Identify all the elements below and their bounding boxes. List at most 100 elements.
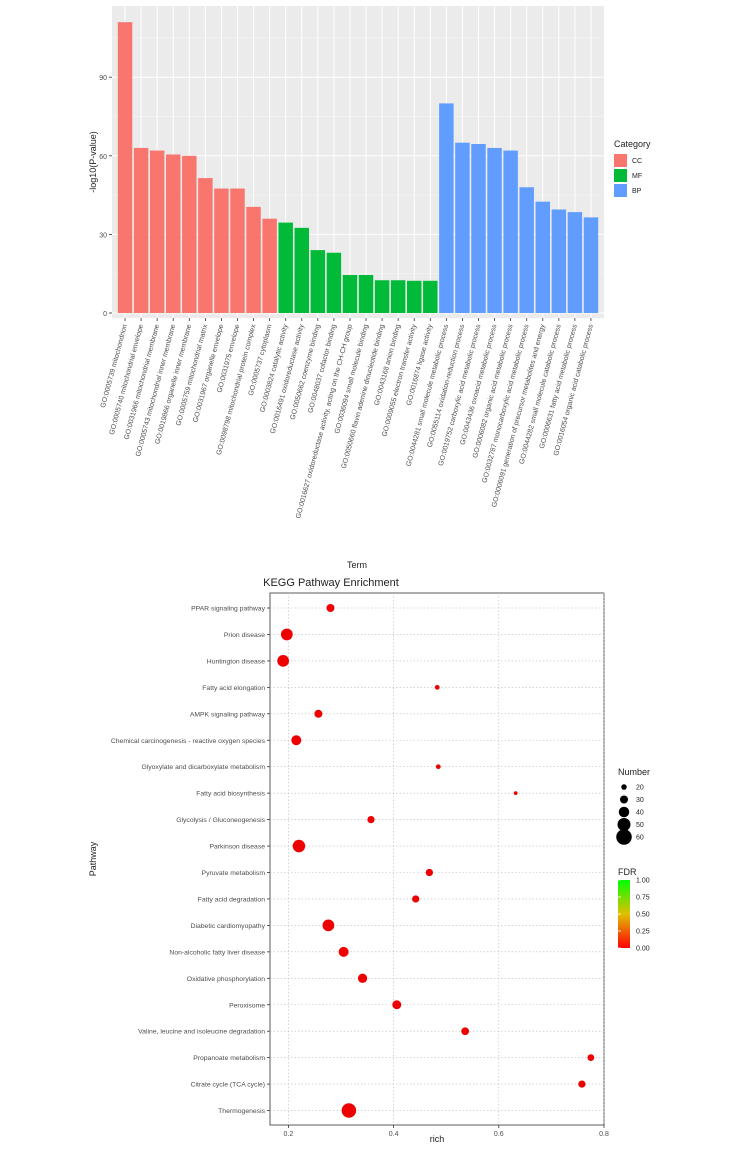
y-tick-label: Prion disease — [224, 632, 265, 639]
bar-y-ticks: 0 30 60 90 — [99, 75, 112, 318]
bar — [358, 275, 374, 313]
fdr-tick-label: 0.50 — [636, 912, 650, 919]
data-point — [461, 1027, 470, 1036]
dot-y-axis-title: Pathway — [88, 841, 98, 876]
bar — [230, 188, 245, 313]
number-legend-title: Number — [618, 767, 650, 777]
y-tick-label: 90 — [99, 75, 107, 82]
data-point — [338, 946, 349, 957]
number-legend-dot — [621, 784, 627, 790]
bar — [198, 178, 213, 313]
number-legend-dot — [618, 806, 630, 818]
y-tick-label: Oxidative phosphorylation — [187, 976, 265, 983]
bar — [487, 147, 502, 313]
fdr-tick-label: 0.25 — [636, 929, 650, 936]
data-point — [314, 709, 323, 718]
category-legend: Category CC MF BP — [614, 139, 651, 197]
x-tick-label: 0.6 — [494, 1131, 504, 1138]
data-point — [578, 1080, 586, 1088]
dot-x-ticks: 0.2 0.4 0.6 0.8 — [284, 1125, 609, 1138]
y-tick-label: Huntington disease — [207, 658, 265, 665]
dot-panel — [269, 592, 605, 1126]
bar — [567, 212, 583, 313]
bar — [551, 209, 567, 313]
go-bar-chart: 0 30 60 90 GO:0005739 mitochondrionGO:00057… — [88, 6, 651, 570]
legend-label: MF — [632, 173, 642, 180]
y-tick-label: Chemical carcinogenesis - reactive oxyge… — [111, 738, 266, 745]
y-tick-label: Non-alcoholic fatty liver disease — [169, 949, 265, 956]
y-tick-label: Glycolysis / Gluconeogenesis — [176, 817, 265, 824]
number-legend-dot — [620, 795, 628, 804]
bar-x-axis-title: Term — [347, 560, 367, 570]
fdr-legend-title: FDR — [618, 867, 637, 877]
number-legend-dot — [617, 818, 631, 831]
number-legend-dot — [616, 829, 632, 845]
y-tick-label: Fatty acid elongation — [202, 685, 265, 692]
y-tick-label: Parkinson disease — [209, 844, 265, 851]
bar — [117, 22, 133, 314]
dot-marks — [277, 604, 595, 1118]
x-tick-label: 0.4 — [389, 1131, 399, 1138]
bar — [310, 250, 326, 313]
y-tick-label: Fatty acid biosynthesis — [196, 791, 265, 798]
x-tick-label: 0.2 — [284, 1131, 294, 1138]
bar — [133, 147, 149, 313]
dot-y-ticks: PPAR signaling pathway Prion disease Hunti… — [111, 606, 270, 1115]
bar — [214, 188, 229, 313]
y-tick-label: AMPK signaling pathway — [190, 711, 266, 718]
fdr-tick-label: 0.00 — [636, 946, 650, 953]
bar-y-axis-title: -log10(P-value) — [88, 131, 98, 193]
y-tick-label: Glyoxylate and dicarboxylate metabolism — [141, 764, 265, 771]
data-point — [587, 1054, 595, 1062]
number-legend-label: 30 — [636, 797, 644, 804]
data-point — [322, 919, 335, 932]
data-point — [435, 764, 441, 770]
dot-grid — [270, 593, 605, 1125]
y-tick-label: Peroxisome — [229, 1002, 265, 1009]
legend-title: Category — [614, 139, 651, 149]
data-point — [357, 973, 368, 983]
bar — [471, 144, 486, 313]
y-tick-label: 30 — [99, 232, 107, 239]
fdr-legend: FDR 1.00 0.75 0.50 0.25 0.00 — [618, 867, 650, 953]
y-tick-label: PPAR signaling pathway — [191, 606, 266, 613]
data-point — [341, 1103, 357, 1118]
data-point — [280, 628, 293, 641]
data-point — [425, 868, 433, 877]
y-tick-label: Thermogenesis — [218, 1108, 265, 1115]
bar — [390, 280, 406, 313]
bar — [503, 150, 518, 313]
bar — [423, 280, 438, 313]
x-tick-label: 0.8 — [599, 1131, 609, 1138]
bar — [535, 201, 550, 313]
bar — [278, 222, 293, 313]
bar — [326, 252, 342, 313]
fdr-tick-label: 1.00 — [636, 878, 650, 885]
data-point — [412, 895, 420, 903]
bar — [374, 280, 390, 313]
y-tick-label: Diabetic cardiomyopathy — [191, 923, 266, 930]
kegg-dot-chart: KEGG Pathway Enrichment PPAR signaling p… — [88, 577, 650, 1144]
data-point — [434, 684, 440, 690]
legend-swatch — [614, 184, 627, 197]
bar — [583, 217, 599, 313]
bar — [342, 275, 358, 313]
bar — [262, 218, 277, 313]
y-tick-label: 60 — [99, 154, 107, 161]
bar — [182, 155, 197, 313]
bar — [149, 150, 165, 313]
y-tick-label: Fatty acid degradation — [198, 896, 265, 903]
y-tick-label: Pyruvate metabolism — [202, 870, 266, 877]
data-point — [513, 791, 518, 796]
bar — [166, 154, 181, 313]
dot-x-axis-title: rich — [430, 1134, 445, 1144]
data-point — [392, 1000, 402, 1010]
data-point — [367, 815, 375, 824]
y-tick-label: Propanoate metabolism — [193, 1055, 265, 1062]
number-legend-label: 50 — [636, 822, 644, 829]
data-point — [326, 604, 335, 612]
number-legend: Number 20 30 40 50 60 — [616, 767, 650, 845]
dot-chart-title: KEGG Pathway Enrichment — [263, 577, 399, 589]
number-legend-label: 20 — [636, 785, 644, 792]
